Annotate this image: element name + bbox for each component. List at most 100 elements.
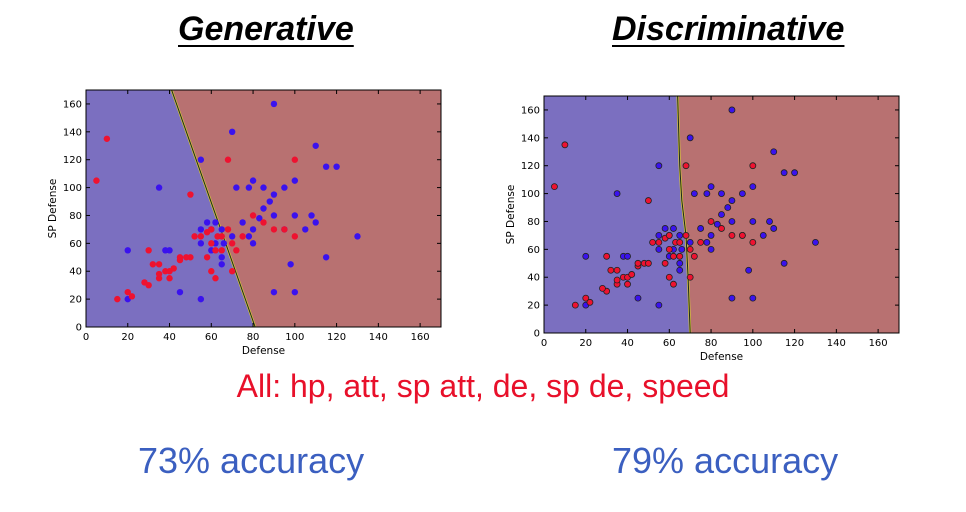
- red-data-point: [586, 298, 594, 306]
- red-data-point: [665, 273, 673, 281]
- red-data-point: [661, 259, 669, 267]
- x-tick-label: 100: [285, 332, 304, 343]
- blue-data-point: [707, 183, 715, 191]
- blue-data-point: [745, 266, 753, 274]
- blue-data-point: [197, 295, 205, 303]
- red-data-point: [634, 259, 642, 267]
- blue-data-point: [697, 225, 705, 232]
- blue-data-point: [220, 240, 228, 247]
- y-tick-label: 120: [63, 155, 82, 166]
- blue-data-point: [291, 212, 299, 219]
- red-data-point: [228, 268, 236, 275]
- x-axis-label: Defense: [700, 351, 743, 363]
- x-tick-label: 160: [869, 338, 888, 349]
- x-tick-label: 60: [663, 338, 676, 349]
- y-tick-label: 100: [63, 183, 82, 194]
- red-data-point: [103, 135, 111, 142]
- blue-data-point: [582, 252, 590, 260]
- y-tick-label: 0: [76, 323, 82, 334]
- blue-data-point: [728, 218, 736, 225]
- red-data-point: [670, 252, 677, 260]
- blue-data-point: [249, 177, 257, 184]
- red-data-point: [149, 261, 157, 268]
- generative-title: Generative: [178, 10, 354, 48]
- red-data-point: [749, 238, 757, 246]
- red-data-point: [124, 288, 131, 296]
- y-tick-label: 80: [69, 211, 82, 222]
- blue-data-point: [291, 288, 299, 296]
- red-data-point: [682, 232, 690, 239]
- blue-data-point: [661, 225, 669, 232]
- red-data-point: [128, 293, 136, 300]
- y-tick-label: 120: [521, 161, 540, 172]
- red-data-point: [645, 197, 652, 204]
- red-data-point: [682, 162, 690, 170]
- red-data-point: [233, 247, 240, 254]
- red-data-point: [155, 270, 163, 278]
- red-data-point: [212, 247, 219, 254]
- discriminative-accuracy: 79% accuracy: [612, 440, 839, 481]
- blue-data-point: [312, 219, 319, 226]
- blue-data-point: [686, 238, 694, 246]
- blue-data-point: [270, 212, 278, 219]
- y-tick-label: 60: [69, 239, 82, 250]
- y-tick-label: 40: [527, 273, 540, 284]
- generative-accuracy: 73% accuracy: [138, 440, 365, 481]
- red-data-point: [603, 252, 611, 260]
- x-tick-label: 40: [621, 338, 634, 349]
- x-tick-label: 60: [205, 332, 218, 343]
- blue-decision-region: [544, 96, 691, 333]
- x-tick-label: 160: [411, 332, 430, 343]
- blue-data-point: [322, 254, 330, 261]
- y-tick-label: 20: [69, 295, 82, 306]
- blue-data-point: [728, 197, 736, 204]
- blue-data-point: [197, 240, 205, 247]
- blue-data-point: [260, 205, 267, 212]
- blue-data-point: [749, 218, 757, 225]
- red-data-point: [176, 254, 184, 261]
- discriminative-scatter-plot: 0 20 40 60 80 100 120 140 160 0 20 40 60 80 100 120 140 1…: [505, 95, 900, 363]
- red-data-point: [624, 280, 631, 288]
- blue-data-point: [176, 288, 184, 296]
- blue-data-point: [218, 254, 225, 261]
- red-decision-region: [171, 90, 441, 327]
- red-data-point: [281, 226, 288, 233]
- blue-data-point: [197, 156, 205, 163]
- y-axis-label: SP Defense: [47, 179, 59, 239]
- blue-data-point: [270, 191, 278, 198]
- blue-data-point: [197, 226, 205, 233]
- red-data-point: [697, 238, 705, 246]
- red-data-point: [239, 233, 246, 240]
- red-data-point: [93, 177, 100, 184]
- x-tick-label: 20: [579, 338, 592, 349]
- red-data-point: [686, 245, 694, 253]
- blue-data-point: [239, 219, 246, 226]
- blue-data-point: [703, 190, 711, 197]
- red-data-point: [582, 294, 590, 302]
- x-tick-label: 120: [327, 332, 346, 343]
- red-data-point: [655, 238, 663, 246]
- red-data-point: [291, 156, 299, 163]
- blue-decision-region: [86, 90, 256, 327]
- blue-data-point: [266, 198, 273, 205]
- red-data-point: [599, 284, 606, 292]
- y-tick-label: 60: [527, 245, 540, 256]
- blue-data-point: [270, 100, 278, 108]
- y-tick-label: 80: [527, 217, 540, 228]
- red-data-point: [187, 254, 194, 261]
- blue-data-point: [676, 232, 684, 239]
- red-data-point: [114, 295, 121, 303]
- blue-data-point: [281, 184, 288, 191]
- red-data-point: [270, 226, 278, 233]
- x-tick-label: 80: [705, 338, 718, 349]
- x-tick-label: 120: [785, 338, 804, 349]
- blue-data-point: [676, 266, 684, 274]
- red-data-point: [571, 301, 579, 309]
- blue-data-point: [354, 233, 361, 240]
- x-tick-label: 0: [83, 332, 89, 343]
- blue-data-point: [245, 184, 253, 191]
- blue-data-point: [245, 233, 253, 240]
- blue-data-point: [291, 177, 299, 184]
- blue-data-point: [218, 261, 225, 268]
- red-data-point: [551, 183, 558, 191]
